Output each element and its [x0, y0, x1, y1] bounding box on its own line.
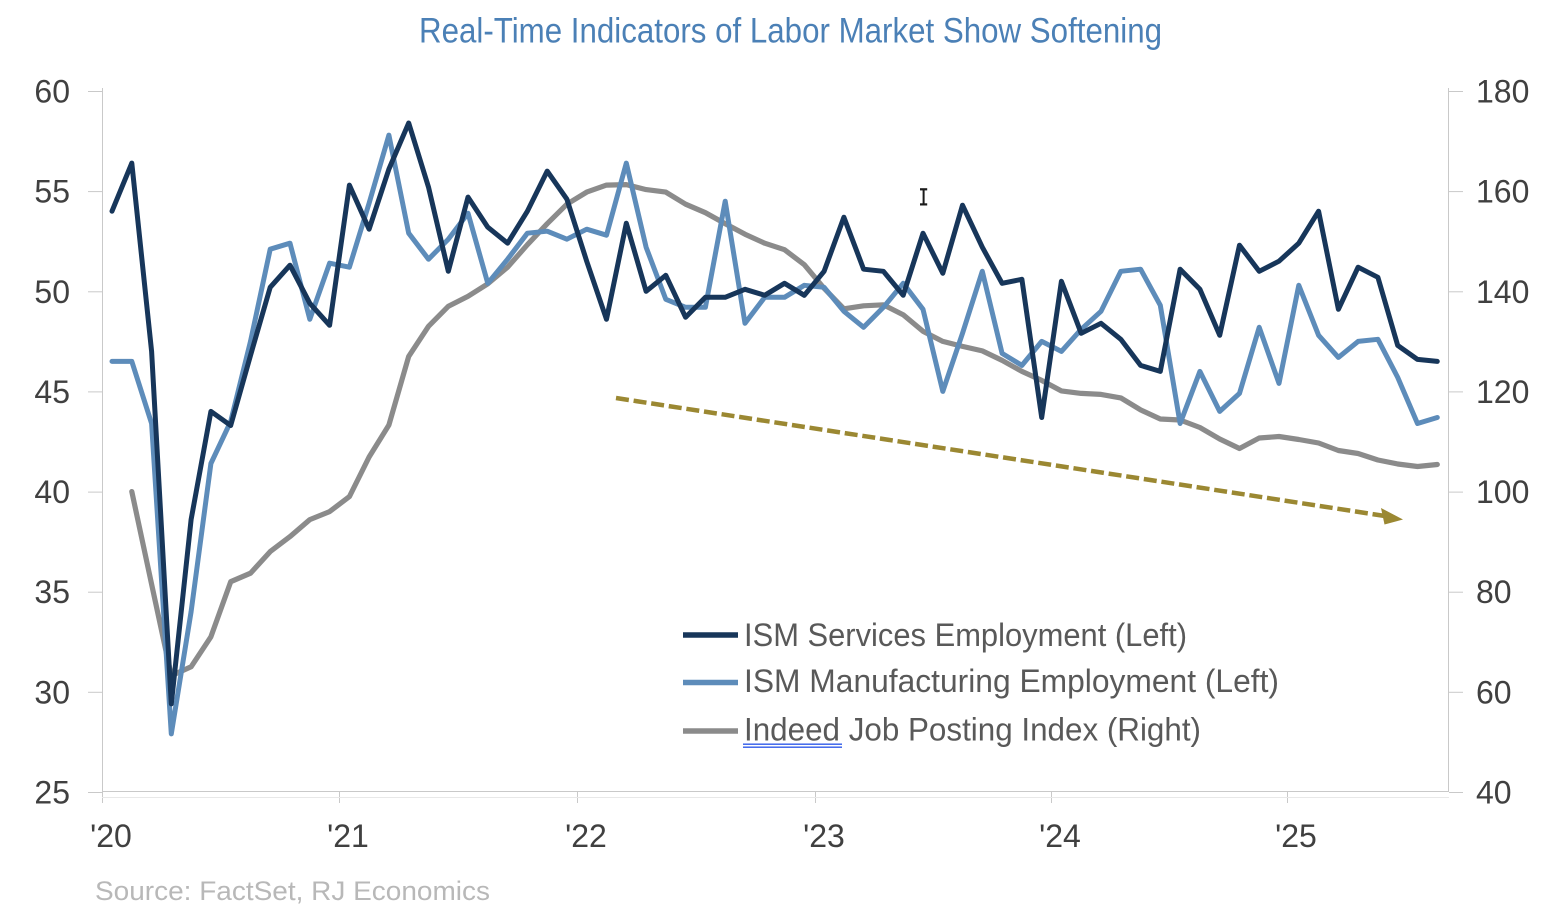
svg-text:100: 100 — [1476, 474, 1529, 510]
svg-text:ISM Services Employment (Left): ISM Services Employment (Left) — [744, 617, 1187, 653]
svg-text:'24: '24 — [1039, 818, 1081, 854]
svg-text:50: 50 — [34, 274, 70, 310]
svg-text:180: 180 — [1476, 74, 1529, 110]
svg-text:30: 30 — [34, 674, 70, 710]
svg-text:55: 55 — [34, 174, 70, 210]
svg-text:Indeed Job Posting Index (Righ: Indeed Job Posting Index (Right) — [744, 712, 1201, 748]
svg-text:35: 35 — [34, 574, 70, 610]
svg-text:ISM Manufacturing Employment (: ISM Manufacturing Employment (Left) — [744, 663, 1279, 699]
svg-text:140: 140 — [1476, 274, 1529, 310]
svg-text:80: 80 — [1476, 574, 1512, 610]
svg-text:160: 160 — [1476, 174, 1529, 210]
svg-text:'21: '21 — [327, 818, 369, 854]
svg-text:'20: '20 — [90, 818, 132, 854]
svg-text:40: 40 — [1476, 775, 1512, 811]
svg-text:60: 60 — [34, 74, 70, 110]
svg-text:45: 45 — [34, 374, 70, 410]
svg-text:'22: '22 — [565, 818, 607, 854]
svg-text:120: 120 — [1476, 374, 1529, 410]
svg-text:'23: '23 — [803, 818, 845, 854]
svg-text:'25: '25 — [1275, 818, 1317, 854]
svg-text:Source: FactSet, RJ Economics: Source: FactSet, RJ Economics — [95, 876, 490, 906]
svg-text:Real-Time Indicators of Labor: Real-Time Indicators of Labor Market Sho… — [419, 12, 1162, 51]
svg-text:60: 60 — [1476, 674, 1512, 710]
svg-text:40: 40 — [34, 474, 70, 510]
svg-text:25: 25 — [34, 775, 70, 811]
